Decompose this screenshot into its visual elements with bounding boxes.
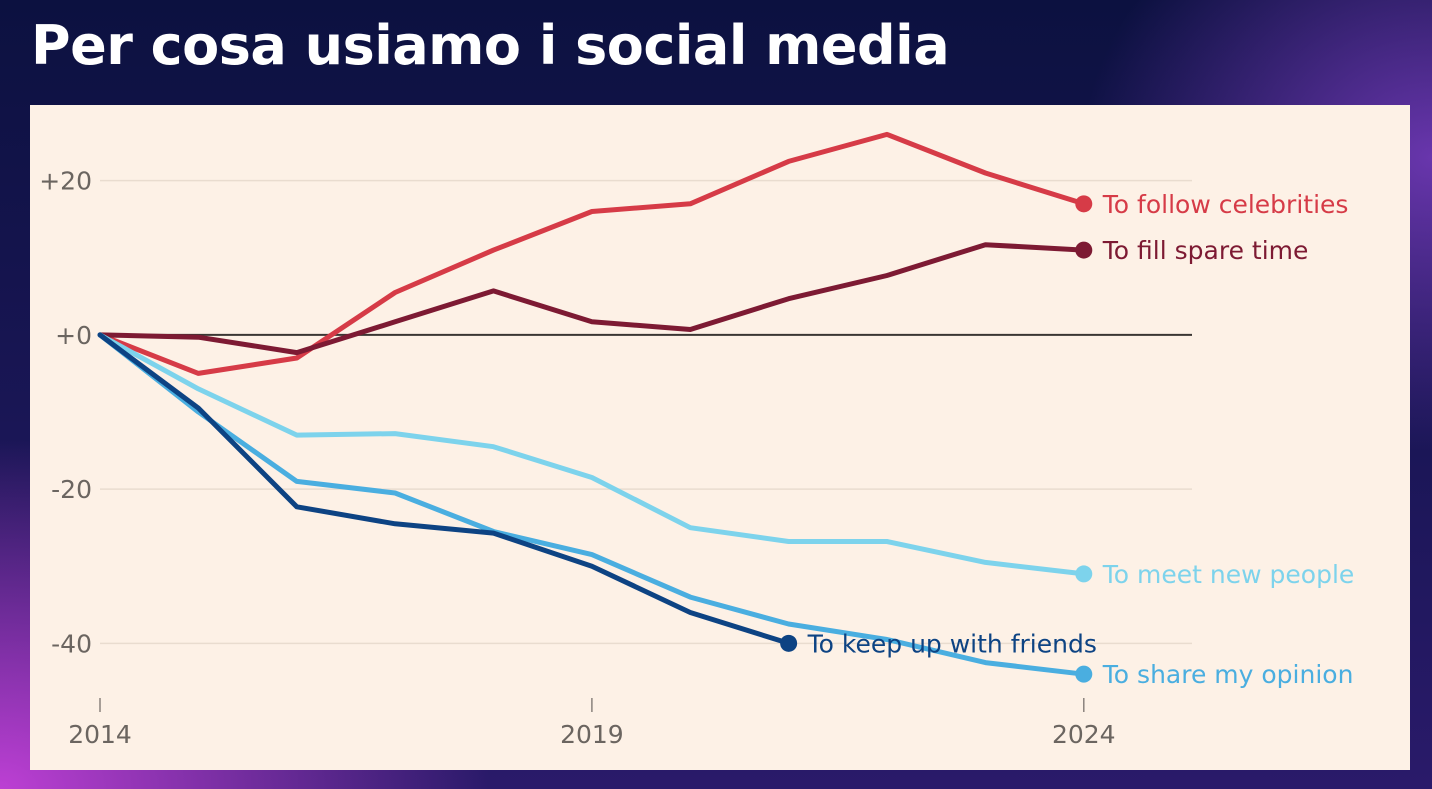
y-tick-label: +20	[39, 167, 92, 196]
series-label-to-fill-spare-time: To fill spare time	[1102, 236, 1309, 265]
series-label-to-meet-new-people: To meet new people	[1102, 560, 1355, 589]
page-title: Per cosa usiamo i social media	[31, 14, 950, 77]
x-tick-label: 2014	[68, 720, 132, 749]
series-end-marker-to-fill-spare-time	[1075, 241, 1093, 259]
x-tick-label: 2019	[560, 720, 624, 749]
grid-lines	[100, 179, 1192, 645]
series-line-to-share-my-opinion	[97, 332, 1087, 677]
series-end-marker-to-share-my-opinion	[1075, 665, 1093, 683]
series-lines	[97, 131, 1093, 683]
y-tick-label: +0	[55, 321, 92, 350]
series-line-to-follow-celebrities	[97, 131, 1087, 376]
axes: +20 +0 -20 -40 2014 2019 2024	[39, 167, 1115, 749]
series-end-marker-to-meet-new-people	[1075, 565, 1093, 583]
series-line-to-keep-up-with-friends	[97, 332, 792, 646]
y-tick-label: -40	[51, 629, 92, 658]
line-chart: +20 +0 -20 -40 2014 2019 2024 To follow celebr…	[39, 131, 1355, 749]
series-end-marker-to-keep-up-with-friends	[780, 634, 798, 652]
series-label-to-follow-celebrities: To follow celebrities	[1102, 190, 1349, 219]
y-tick-label: -20	[51, 475, 92, 504]
chart-panel: +20 +0 -20 -40 2014 2019 2024 To follow celebr…	[30, 105, 1410, 770]
series-line-to-fill-spare-time	[97, 242, 1087, 356]
series-end-marker-to-follow-celebrities	[1075, 195, 1093, 213]
series-label-to-keep-up-with-friends: To keep up with friends	[807, 629, 1097, 658]
x-tick-label: 2024	[1052, 720, 1116, 749]
series-line-to-meet-new-people	[97, 332, 1087, 577]
series-label-to-share-my-opinion: To share my opinion	[1102, 660, 1354, 689]
series-labels: To follow celebrities To fill spare time T…	[807, 190, 1355, 689]
